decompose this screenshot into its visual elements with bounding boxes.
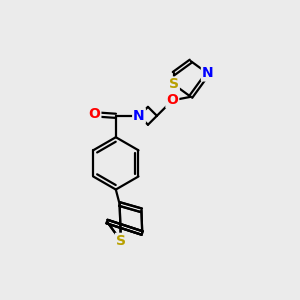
Text: O: O xyxy=(88,107,101,121)
Text: S: S xyxy=(169,77,179,92)
Text: S: S xyxy=(116,234,126,248)
Text: N: N xyxy=(202,67,214,80)
Text: N: N xyxy=(133,109,145,123)
Text: O: O xyxy=(167,93,178,107)
